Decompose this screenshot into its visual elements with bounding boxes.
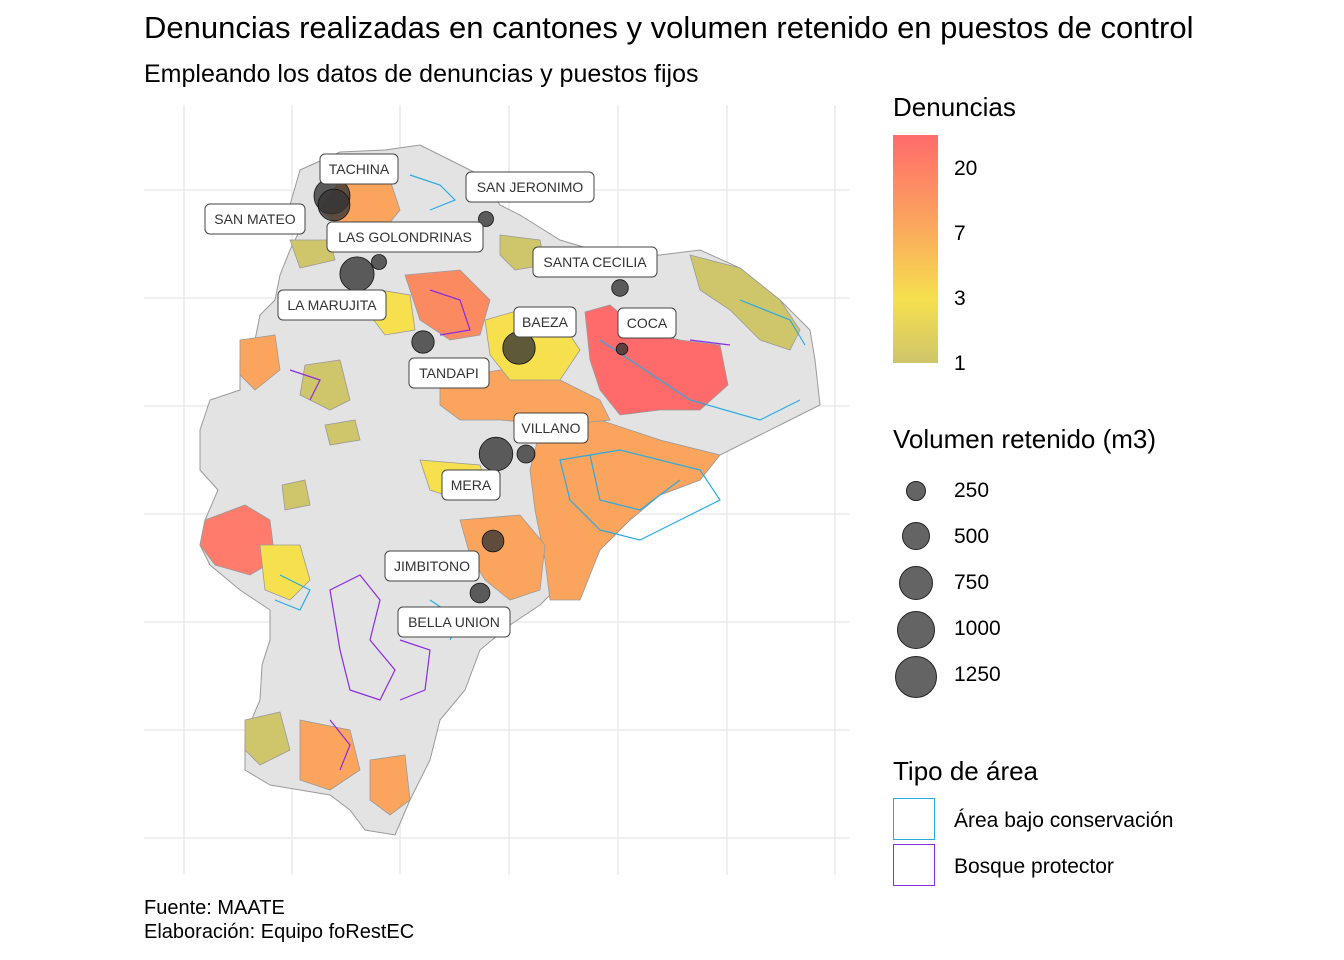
- canton-yellow-b: [259, 544, 311, 601]
- canton-olive-w: [299, 359, 351, 411]
- canton-quito: [404, 269, 491, 341]
- point-las-golondrinas[interactable]: [371, 254, 387, 270]
- point-san-mateo[interactable]: [317, 188, 351, 222]
- point-villano[interactable]: [516, 444, 536, 464]
- map-canvas: TACHINA SAN MATEO SAN JERONIMO LAS GOLONDRI…: [144, 105, 850, 875]
- canton-orange-s: [369, 754, 411, 816]
- svg-text:TANDAPI: TANDAPI: [419, 365, 479, 381]
- label-san-jeronimo: SAN JERONIMO: [465, 171, 595, 203]
- volumen-key-500: [902, 522, 930, 550]
- volumen-label-750: 750: [954, 571, 990, 594]
- label-jimbitono: JIMBITONO: [384, 550, 480, 582]
- canton-olive-c: [281, 479, 311, 511]
- point-coca[interactable]: [615, 342, 629, 356]
- map-title: Denuncias realizadas en cantones y volum…: [144, 10, 1194, 45]
- volumen-label-1000: 1000: [954, 617, 1001, 640]
- caption-author: Elaboración: Equipo foRestEC: [144, 921, 415, 943]
- volumen-label-1250: 1250: [954, 663, 1001, 686]
- label-santa-cecilia: SANTA CECILIA: [532, 246, 658, 278]
- canton-olive-nw: [289, 239, 336, 269]
- caption-source: Fuente: MAATE: [144, 897, 285, 919]
- svg-text:SANTA CECILIA: SANTA CECILIA: [543, 254, 647, 270]
- legend-volumen-title: Volumen retenido (m3): [893, 424, 1157, 454]
- point-la-marujita[interactable]: [339, 256, 375, 292]
- label-tandapi: TANDAPI: [408, 357, 490, 389]
- canton-orange-sw: [299, 719, 361, 791]
- svg-text:VILLANO: VILLANO: [521, 420, 580, 436]
- svg-text:SAN MATEO: SAN MATEO: [214, 211, 296, 227]
- point-jimbitono[interactable]: [481, 529, 505, 553]
- point-bella-union[interactable]: [469, 582, 491, 604]
- label-mera: MERA: [441, 469, 501, 501]
- volumen-key-1000: [897, 611, 935, 649]
- svg-text:COCA: COCA: [627, 315, 668, 331]
- label-baeza: BAEZA: [513, 306, 577, 338]
- control-point-labels-layer: TACHINA SAN MATEO SAN JERONIMO LAS GOLONDRI…: [204, 153, 677, 638]
- volumen-key-750: [899, 566, 933, 600]
- label-bella-union: BELLA UNION: [397, 606, 511, 638]
- svg-text:SAN JERONIMO: SAN JERONIMO: [477, 179, 584, 195]
- canton-oriente-sur: [529, 419, 721, 601]
- canton-olive-w2: [324, 419, 361, 446]
- point-mera[interactable]: [478, 436, 514, 472]
- denuncias-tick-7: 7: [954, 222, 966, 245]
- svg-text:MERA: MERA: [451, 477, 492, 493]
- map-subtitle: Empleando los datos de denuncias y puest…: [144, 60, 699, 88]
- label-coca: COCA: [617, 307, 677, 339]
- point-santa-cecilia[interactable]: [611, 279, 629, 297]
- svg-text:JIMBITONO: JIMBITONO: [394, 558, 470, 574]
- canton-orange-w: [239, 334, 281, 391]
- volumen-label-500: 500: [954, 525, 990, 548]
- bosque-protector-label: Bosque protector: [954, 855, 1114, 878]
- area-conservacion-label: Área bajo conservación: [954, 809, 1174, 832]
- label-san-mateo: SAN MATEO: [204, 203, 306, 235]
- volumen-key-250: [906, 481, 926, 501]
- control-points-layer: [313, 177, 629, 604]
- volumen-label-250: 250: [954, 479, 990, 502]
- legend-tipo-title: Tipo de área: [893, 756, 1039, 786]
- bosque-protector-key: [893, 844, 935, 886]
- label-la-marujita: LA MARUJITA: [277, 289, 387, 321]
- point-tandapi[interactable]: [411, 330, 435, 354]
- denuncias-colorbar: [893, 135, 938, 363]
- denuncias-tick-20: 20: [954, 157, 978, 180]
- volumen-key-1250: [895, 656, 937, 698]
- point-san-jeronimo[interactable]: [478, 211, 494, 227]
- svg-text:BAEZA: BAEZA: [522, 314, 569, 330]
- legend-denuncias-title: Denuncias: [893, 92, 1016, 122]
- svg-text:LA MARUJITA: LA MARUJITA: [287, 297, 377, 313]
- svg-text:LAS GOLONDRINAS: LAS GOLONDRINAS: [338, 229, 472, 245]
- canton-olive-sw: [244, 711, 291, 766]
- svg-text:BELLA UNION: BELLA UNION: [408, 614, 500, 630]
- denuncias-tick-3: 3: [954, 287, 966, 310]
- area-conservacion-key: [893, 798, 935, 840]
- svg-text:TACHINA: TACHINA: [329, 161, 390, 177]
- bosque-protector-outlines: [289, 289, 731, 771]
- label-villano: VILLANO: [513, 412, 589, 444]
- label-tachina: TACHINA: [319, 153, 399, 185]
- denuncias-tick-1: 1: [954, 352, 966, 375]
- label-las-golondrinas: LAS GOLONDRINAS: [326, 221, 484, 253]
